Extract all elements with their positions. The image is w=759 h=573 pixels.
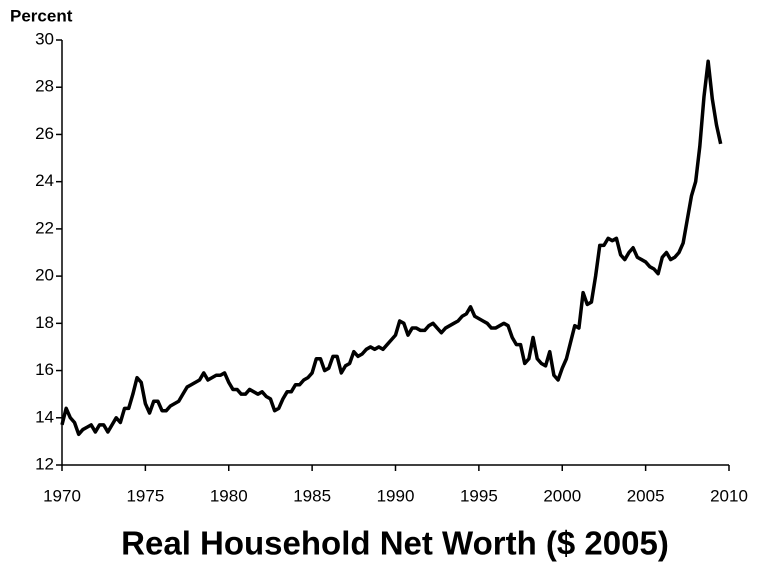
y-tick-label: 14 (35, 407, 54, 426)
y-tick-label: 22 (35, 218, 54, 237)
x-tick-label: 2005 (627, 486, 665, 505)
y-tick-label: 30 (35, 29, 54, 48)
y-tick-label: 26 (35, 124, 54, 143)
y-axis-label: Percent (10, 6, 73, 25)
y-tick-label: 24 (35, 171, 54, 190)
x-tick-label: 2000 (543, 486, 581, 505)
y-tick-label: 28 (35, 77, 54, 96)
x-tick-label: 1990 (377, 486, 415, 505)
x-tick-label: 1980 (210, 486, 248, 505)
x-tick-label: 1995 (460, 486, 498, 505)
x-tick-label: 2010 (710, 486, 748, 505)
y-tick-label: 12 (35, 454, 54, 473)
y-tick-label: 16 (35, 360, 54, 379)
data-line (60, 59, 723, 437)
x-tick-label: 1975 (126, 486, 164, 505)
x-tick-label: 1970 (43, 486, 81, 505)
x-tick-label: 1985 (293, 486, 331, 505)
x-axis-label: Real Household Net Worth ($ 2005) (121, 525, 669, 562)
y-tick-label: 20 (35, 266, 54, 285)
y-tick-label: 18 (35, 313, 54, 332)
